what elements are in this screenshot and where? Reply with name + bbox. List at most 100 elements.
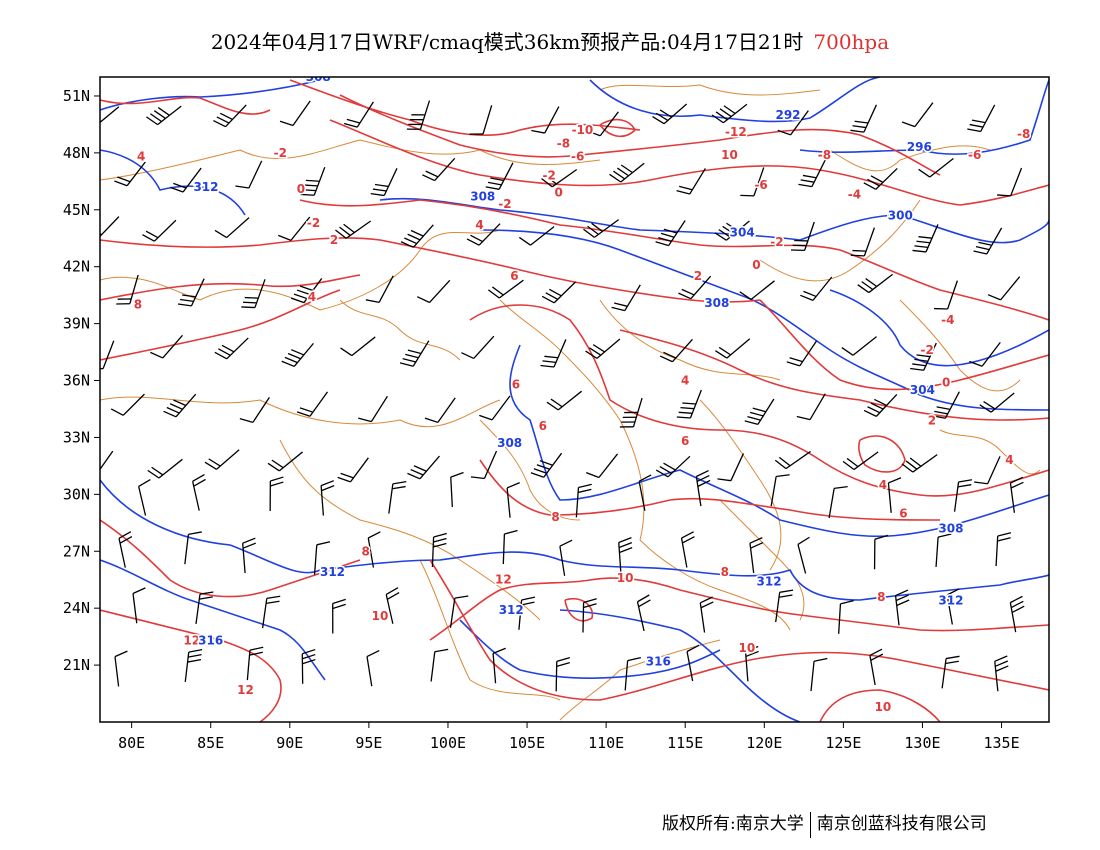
wind-barb	[518, 596, 536, 630]
wind-barb	[424, 397, 456, 424]
boundary-line	[100, 229, 501, 311]
wind-barb	[313, 541, 331, 575]
wind-barb	[1009, 476, 1024, 513]
x-tick-label: 90E	[276, 734, 303, 752]
wind-barb	[358, 395, 388, 423]
height-label: 312	[193, 180, 218, 194]
temperature-contour	[619, 329, 1049, 421]
wind-barb	[142, 219, 177, 242]
wind-barb	[912, 224, 939, 253]
wind-barb	[110, 393, 145, 416]
temperature-label: 8	[134, 298, 142, 312]
boundary-line	[100, 139, 601, 181]
wind-barb	[659, 338, 693, 363]
wind-barb	[116, 274, 139, 305]
wind-barb	[267, 451, 303, 472]
y-tick-label: 21N	[63, 656, 90, 674]
wind-barb	[177, 278, 205, 307]
wind-barb	[518, 226, 555, 246]
temperature-contour	[100, 519, 361, 598]
wind-barb	[502, 529, 518, 565]
wind-barb	[241, 279, 266, 309]
wind-barb	[400, 224, 434, 248]
wind-barb	[850, 227, 876, 257]
temperature-label: 6	[512, 377, 520, 391]
height-label: 308	[938, 522, 963, 536]
temperature-label: 8	[551, 510, 559, 524]
wind-barb	[320, 480, 335, 516]
wind-barb	[931, 391, 960, 419]
wind-barb	[132, 587, 146, 624]
height-contour	[509, 344, 1049, 538]
wind-barb	[399, 340, 430, 367]
temperature-contour	[100, 289, 341, 361]
temperature-label: -4	[941, 313, 954, 327]
wind-barb	[894, 589, 910, 626]
wind-barb	[739, 280, 775, 300]
height-label: 304	[730, 226, 755, 240]
x-tick-label: 105E	[509, 734, 545, 752]
wind-barb	[967, 104, 996, 133]
wind-barb	[611, 284, 641, 312]
temperature-contour	[479, 459, 941, 521]
height-label: 292	[775, 108, 800, 122]
wind-barb	[301, 648, 316, 684]
wind-barb	[863, 167, 898, 190]
temperature-label: 2	[330, 233, 338, 247]
wind-barb	[585, 338, 621, 359]
wind-barb	[901, 454, 938, 473]
wind-barb	[800, 276, 833, 301]
wind-barb	[777, 110, 809, 136]
wind-barb	[290, 278, 323, 304]
temperature-label: 10	[721, 148, 738, 162]
temperature-label: 4	[308, 290, 316, 304]
temperature-contour	[469, 304, 1049, 497]
wind-barb	[170, 167, 202, 193]
wind-barb	[586, 453, 619, 479]
wind-barb	[842, 451, 879, 471]
wind-barb	[300, 166, 326, 196]
temperature-contour	[858, 435, 906, 473]
wind-barb	[192, 474, 206, 511]
wind-barb	[1009, 595, 1025, 633]
boundary-line	[599, 84, 821, 96]
wind-barb	[296, 391, 329, 417]
boundary-line	[759, 199, 921, 282]
temperature-label: 8	[877, 590, 885, 604]
wind-barb	[540, 339, 567, 368]
temperature-contours	[100, 79, 1049, 722]
wind-barb	[261, 595, 281, 629]
wind-barb	[506, 482, 520, 518]
y-tick-label: 27N	[63, 542, 90, 560]
temperature-label: 6	[539, 419, 547, 433]
boundary-line	[559, 639, 721, 721]
wind-barb	[340, 336, 376, 357]
wind-barb	[798, 159, 826, 188]
wind-barb	[335, 220, 372, 239]
wind-barb	[774, 450, 811, 470]
wind-barb	[487, 279, 524, 299]
wind-barb	[118, 531, 133, 568]
wind-barb	[715, 338, 751, 359]
wind-barb	[469, 105, 493, 135]
height-contour	[829, 289, 1049, 367]
wind-barb	[946, 588, 960, 625]
temperature-label: 6	[681, 434, 689, 448]
wind-barb	[609, 162, 645, 183]
height-contours	[100, 77, 1049, 722]
wind-barb	[530, 452, 563, 478]
temperature-label: 0	[297, 182, 305, 196]
temperature-contour	[100, 237, 761, 303]
height-contour	[589, 77, 881, 123]
temperature-label: -8	[1017, 127, 1030, 141]
temperature-contour	[289, 79, 641, 136]
wind-barb	[541, 168, 578, 188]
wind-barb	[431, 532, 447, 568]
wind-barb	[235, 160, 263, 189]
temperature-contour	[329, 119, 1049, 206]
boundary-line	[279, 439, 541, 621]
wind-barb	[680, 531, 695, 568]
wind-barb	[652, 103, 688, 125]
